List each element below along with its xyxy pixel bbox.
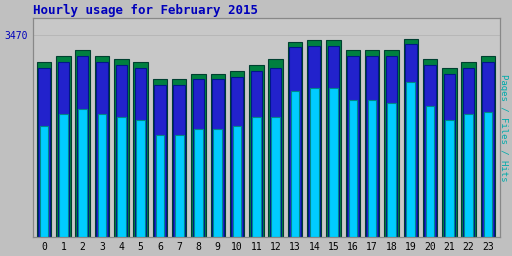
Bar bbox=[114, 59, 129, 237]
Bar bbox=[133, 62, 148, 237]
Bar bbox=[423, 59, 437, 237]
Bar bbox=[387, 103, 396, 237]
Bar bbox=[368, 100, 376, 237]
Bar bbox=[78, 109, 87, 237]
Bar bbox=[191, 74, 206, 237]
Bar bbox=[328, 46, 339, 237]
Bar bbox=[461, 62, 476, 237]
Bar bbox=[37, 62, 51, 237]
Bar bbox=[250, 71, 262, 237]
Bar bbox=[329, 88, 338, 237]
Bar bbox=[308, 46, 320, 237]
Bar bbox=[405, 45, 417, 237]
Bar bbox=[231, 77, 243, 237]
Bar bbox=[384, 50, 399, 237]
Bar bbox=[194, 129, 203, 237]
Bar bbox=[135, 68, 146, 237]
Bar bbox=[98, 114, 106, 237]
Bar bbox=[464, 114, 473, 237]
Bar bbox=[212, 79, 224, 237]
Bar bbox=[310, 88, 318, 237]
Bar bbox=[347, 56, 358, 237]
Bar bbox=[136, 120, 145, 237]
Bar bbox=[174, 85, 185, 237]
Bar bbox=[172, 79, 186, 237]
Bar bbox=[483, 112, 492, 237]
Bar bbox=[288, 41, 302, 237]
Bar bbox=[291, 91, 300, 237]
Bar bbox=[40, 126, 49, 237]
Bar bbox=[38, 68, 50, 237]
Bar bbox=[268, 59, 283, 237]
Bar bbox=[153, 79, 167, 237]
Bar bbox=[365, 50, 379, 237]
Bar bbox=[346, 50, 360, 237]
Bar bbox=[156, 135, 164, 237]
Bar bbox=[442, 68, 457, 237]
Bar bbox=[56, 56, 71, 237]
Bar bbox=[210, 74, 225, 237]
Bar bbox=[252, 117, 261, 237]
Bar bbox=[326, 40, 341, 237]
Bar bbox=[463, 68, 475, 237]
Bar bbox=[424, 65, 436, 237]
Bar bbox=[445, 120, 454, 237]
Bar bbox=[117, 117, 125, 237]
Text: Hourly usage for February 2015: Hourly usage for February 2015 bbox=[33, 4, 258, 17]
Y-axis label: Pages / Files / Hits: Pages / Files / Hits bbox=[499, 74, 508, 182]
Bar bbox=[307, 40, 322, 237]
Bar bbox=[59, 114, 68, 237]
Bar bbox=[214, 129, 222, 237]
Bar bbox=[289, 47, 301, 237]
Bar bbox=[403, 39, 418, 237]
Bar bbox=[193, 79, 204, 237]
Bar bbox=[481, 56, 495, 237]
Bar bbox=[58, 62, 69, 237]
Bar bbox=[175, 135, 183, 237]
Bar bbox=[443, 74, 455, 237]
Bar bbox=[96, 62, 108, 237]
Bar bbox=[271, 117, 280, 237]
Bar bbox=[270, 68, 282, 237]
Bar bbox=[230, 71, 244, 237]
Bar bbox=[407, 82, 415, 237]
Bar bbox=[386, 56, 397, 237]
Bar bbox=[95, 56, 109, 237]
Bar bbox=[233, 126, 242, 237]
Bar bbox=[154, 85, 166, 237]
Bar bbox=[75, 50, 90, 237]
Bar bbox=[116, 65, 127, 237]
Bar bbox=[425, 106, 434, 237]
Bar bbox=[77, 56, 89, 237]
Bar bbox=[482, 62, 494, 237]
Bar bbox=[367, 56, 378, 237]
Bar bbox=[349, 100, 357, 237]
Bar bbox=[249, 65, 264, 237]
